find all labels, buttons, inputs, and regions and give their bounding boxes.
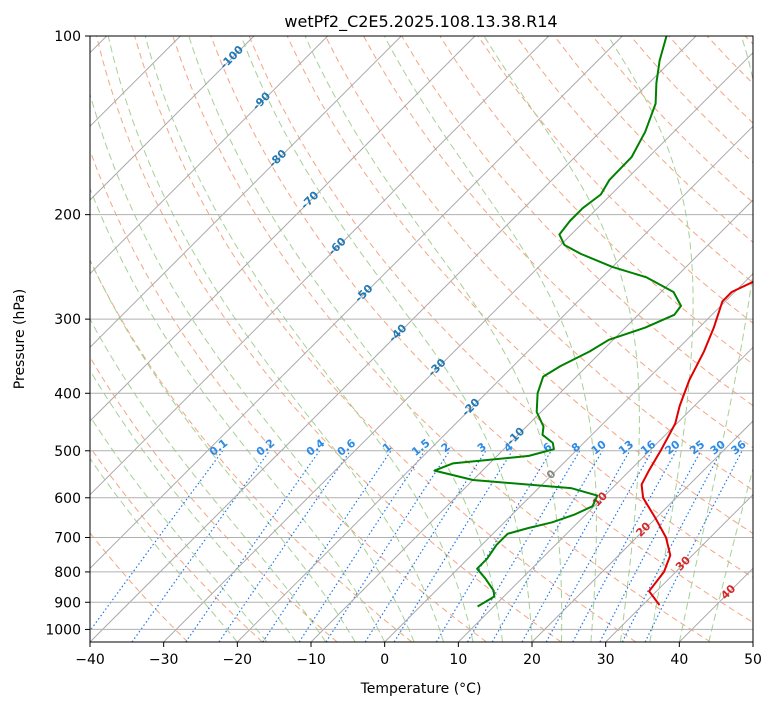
moist-adiabat-line: [708, 466, 753, 642]
moist-adiabat-line: [383, 36, 597, 642]
y-tick-label: 400: [54, 386, 81, 402]
isotherm-line: [90, 36, 550, 496]
isotherm-line: [457, 346, 753, 642]
y-axis-title: Pressure (hPa): [12, 289, 28, 389]
mixing-ratio-line: [325, 450, 451, 642]
x-tick-label: 50: [744, 652, 762, 668]
moist-adiabat-line: [144, 36, 474, 642]
moist-adiabat-line: [678, 36, 753, 642]
moist-adiabat-line: [90, 92, 415, 642]
moist-adiabat-line: [107, 36, 445, 642]
mixing-ratio-line: [521, 450, 631, 642]
moist-adiabat-line: [90, 457, 238, 642]
mixing-ratio-line: [218, 450, 351, 642]
x-axis-title: Temperature (°C): [360, 681, 482, 697]
dry-adiabat-line: [90, 446, 263, 642]
isotherm-line: [90, 36, 476, 422]
x-tick-label: 40: [670, 652, 688, 668]
mixing-ratio-line: [131, 450, 271, 642]
mixing-ratio-line: [298, 450, 426, 642]
isotherm-line: [90, 36, 402, 349]
mixing-ratio-line: [435, 450, 552, 642]
x-tick-label: 20: [523, 652, 541, 668]
isotherm-line: [90, 36, 697, 642]
y-tick-label: 900: [54, 595, 81, 611]
dry-adiabat-line: [286, 36, 753, 535]
dewpoint-profile-line: [433, 36, 682, 608]
moist-adiabat-line: [240, 36, 533, 642]
chart-title: wetPf2_C2E5.2025.108.13.38.R14: [284, 12, 557, 32]
x-tick-label: 10: [449, 652, 467, 668]
dry-adiabat-line: [515, 36, 753, 284]
y-axis-ticks: 100 200 300 400 500 600 700 800 900 1000: [45, 29, 90, 638]
y-tick-label: 200: [54, 208, 81, 224]
x-tick-label: 30: [597, 652, 615, 668]
mixing-ratio-line: [262, 450, 392, 642]
dry-adiabat-line: [172, 36, 711, 642]
x-tick-label: −10: [296, 652, 326, 668]
isotherm-line: [531, 420, 753, 642]
x-tick-label: −40: [75, 652, 105, 668]
x-tick-label: 0: [380, 652, 389, 668]
mixing-ratio-line: [185, 450, 321, 642]
y-tick-label: 800: [54, 565, 81, 581]
plot-area: 0.1 0.2 0.4 0.6 1 1.5 2 3 4 6 8 10 13 16 20 25 30 36-100-…: [90, 36, 753, 642]
isotherm-line: [605, 493, 753, 642]
y-tick-label: 100: [54, 29, 81, 45]
profile-series: [433, 36, 753, 608]
moist-adiabat-line: [90, 258, 356, 642]
temperature-profile-line: [640, 280, 753, 606]
moist-adiabat-line: [90, 415, 268, 642]
mixing-ratio-line: [572, 450, 677, 642]
plot-background: [90, 36, 753, 642]
isotherm-line: [90, 36, 255, 201]
isotherm-line: [163, 51, 753, 642]
mixing-ratio-line: [644, 450, 743, 642]
mixing-ratio-lines: [90, 450, 743, 642]
mixing-ratio-line: [599, 450, 702, 642]
x-axis-ticks: −40 −30 −20 −10 0 10 20 30 40 50: [75, 642, 762, 668]
moist-adiabat-line: [188, 36, 503, 642]
mixing-ratio-line: [90, 450, 224, 632]
dry-adiabat-line: [90, 356, 338, 642]
mixing-ratio-line: [545, 450, 653, 642]
y-tick-label: 700: [54, 531, 81, 547]
y-tick-label: 300: [54, 312, 81, 328]
isotherm-line: [90, 36, 623, 570]
plot-frame: [89, 35, 754, 643]
isotherm-line: [384, 272, 753, 642]
moist-adiabat-line: [607, 36, 694, 642]
dry-adiabat-line: [248, 36, 753, 579]
y-tick-label: 500: [54, 444, 81, 460]
isotherm-line: [236, 125, 753, 642]
y-tick-label: 600: [54, 491, 81, 507]
x-tick-label: −30: [149, 652, 179, 668]
y-tick-label: 1000: [45, 622, 81, 638]
moist-adiabat-line: [90, 187, 386, 642]
mixing-ratio-line: [364, 450, 487, 642]
moist-adiabat-line: [483, 36, 640, 642]
dry-adiabat-line: [96, 36, 562, 642]
isotherm-line: [90, 36, 329, 275]
x-tick-label: −20: [223, 652, 253, 668]
